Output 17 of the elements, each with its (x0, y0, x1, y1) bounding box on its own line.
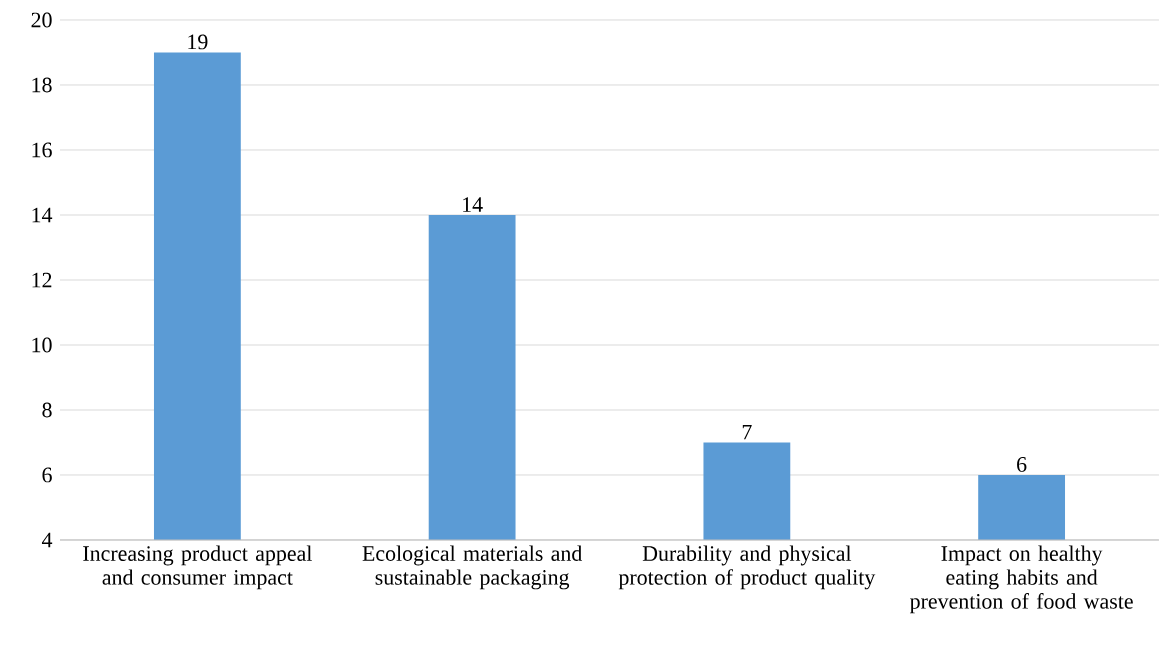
y-tick-label: 16 (32, 142, 52, 158)
y-tick-label: 6 (42, 467, 52, 483)
data-label: 14 (463, 197, 483, 212)
x-tick-label: Durability and physical protection of product quality (618, 545, 876, 590)
y-tick-label: 8 (42, 402, 52, 418)
x-tick-label: Increasing product appeal and consumer impact (83, 545, 312, 590)
data-label: 7 (742, 424, 752, 440)
data-label: 6 (1017, 457, 1027, 472)
data-label: 19 (188, 34, 208, 50)
y-tick-label: 4 (41, 532, 53, 548)
y-tick-label: 20 (31, 12, 52, 28)
y-tick-label: 12 (32, 272, 52, 288)
y-tick-label: 14 (32, 207, 53, 223)
x-tick-label: Impact on healthy eating habits and prevention of food waste (909, 545, 1133, 614)
x-tick-label: Ecological materials and sustainable packaging (362, 545, 583, 590)
y-tick-label: 10 (32, 337, 52, 353)
y-tick-label: 18 (32, 77, 52, 93)
